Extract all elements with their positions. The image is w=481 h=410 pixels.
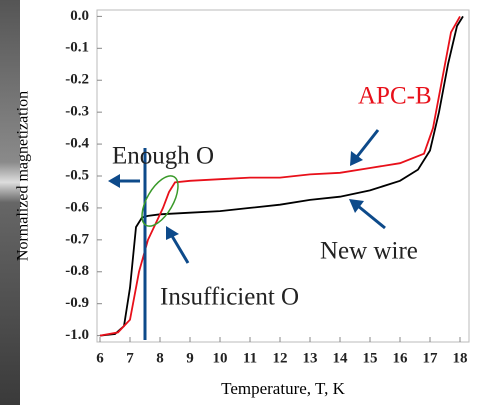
arrowhead [108, 174, 120, 188]
y-tick-label: -0.8 [65, 263, 89, 279]
annotation: Insufficient O [160, 284, 299, 311]
annotation: Enough O [112, 143, 214, 170]
arrowhead [349, 199, 364, 213]
y-tick-label: -0.9 [65, 295, 89, 311]
x-tick-label: 6 [96, 350, 104, 366]
x-tick-label: 8 [156, 350, 164, 366]
y-tick-label: -0.3 [65, 104, 89, 120]
y-tick-label: -0.7 [65, 231, 89, 247]
data-line [99, 15, 464, 337]
y-axis-label: Normalized magnetization [15, 91, 32, 261]
x-tick-label: 10 [213, 350, 228, 366]
arrowhead [350, 151, 363, 166]
arrow [354, 129, 380, 159]
x-tick-label: 15 [363, 350, 378, 366]
x-tick-label: 13 [303, 350, 318, 366]
x-tick-label: 9 [186, 350, 194, 366]
x-tick-label: 18 [453, 350, 468, 366]
x-tick-label: 16 [393, 350, 409, 366]
annotation: New wire [320, 238, 418, 265]
x-tick-label: 11 [243, 350, 257, 366]
background-photo-strip [0, 0, 20, 405]
arrowhead [166, 226, 179, 240]
y-tick-label: -1.0 [65, 327, 89, 343]
plot: 0.0 -0.1 -0.2 -0.3 -0.4 -0.5 -0.6 -0.7 -0.8 -0.9 -… [65, 8, 467, 367]
x-tick-label: 7 [126, 350, 134, 366]
x-tick-label: 12 [273, 350, 288, 366]
y-tick-label: -0.5 [65, 167, 89, 183]
x-tick-label: 17 [423, 350, 439, 366]
arrow [170, 235, 190, 264]
x-axis-label: Temperature, T, K [221, 379, 345, 398]
annotation: APC-B [358, 83, 432, 110]
arrow [357, 204, 386, 230]
x-tick-label: 14 [333, 350, 349, 366]
overlay [108, 129, 386, 340]
y-tick-label: 0.0 [70, 8, 89, 24]
y-tick-label: -0.1 [65, 40, 89, 56]
y-tick-label: -0.2 [65, 72, 89, 88]
y-tick-label: -0.4 [65, 136, 89, 152]
highlight-ellipse [141, 175, 179, 227]
y-tick-label: -0.6 [65, 199, 89, 215]
